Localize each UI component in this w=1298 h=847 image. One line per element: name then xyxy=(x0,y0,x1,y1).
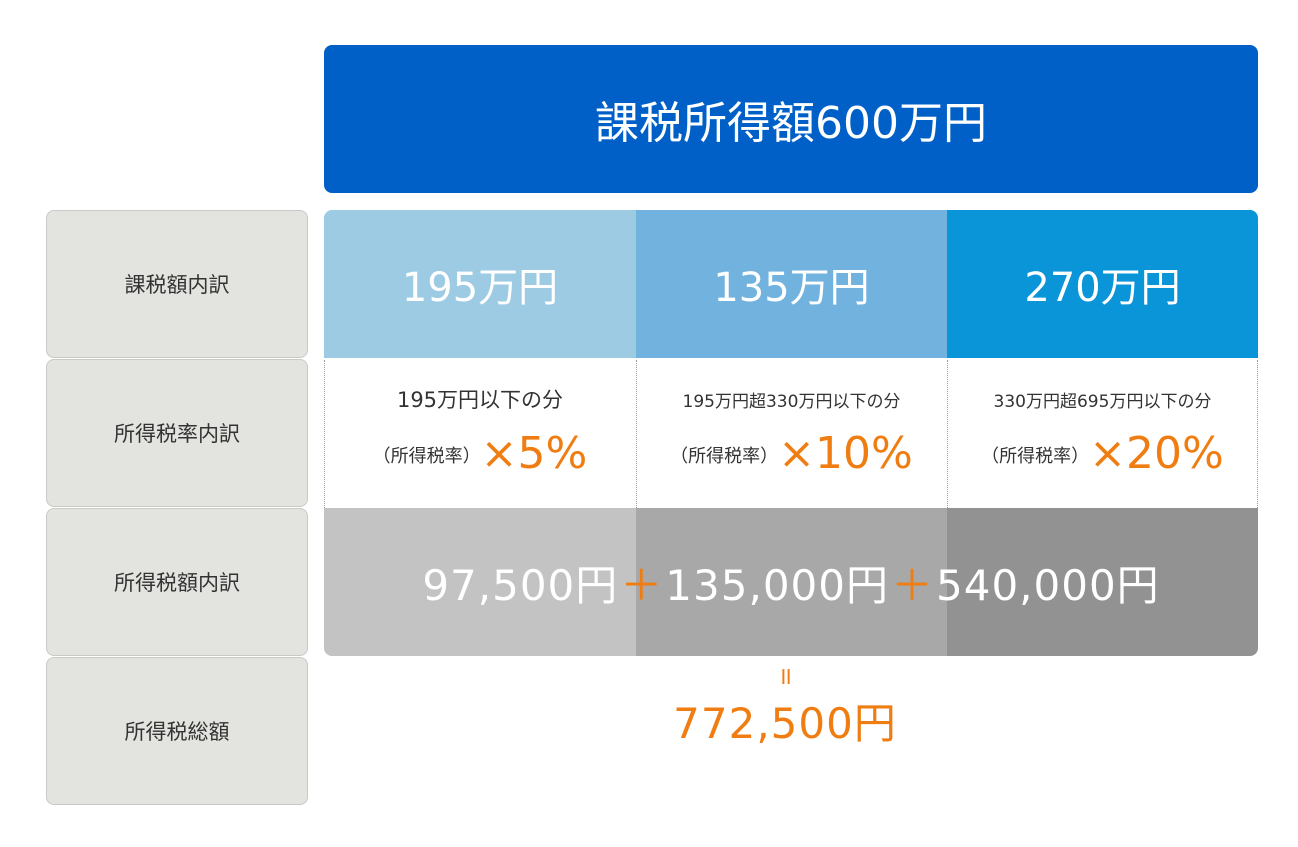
bracket-amount-2: 135万円 xyxy=(636,210,947,358)
total-tax-value: 772,500円 xyxy=(673,699,897,748)
rate-paren-2: （所得税率） xyxy=(670,446,779,467)
bracket-range-3: 330万円超695万円以下の分 xyxy=(993,392,1212,412)
rate-divider-right xyxy=(1257,360,1258,508)
rate-divider-2 xyxy=(947,360,948,508)
rate-divider-left xyxy=(324,360,325,508)
tax-cell-3 xyxy=(947,508,1258,656)
tax-amount-3: 540,000円 xyxy=(936,560,1160,610)
rate-paren-1: （所得税率） xyxy=(372,446,481,467)
equals-sign: ॥ xyxy=(777,662,793,690)
plus-sign-2: ＋ xyxy=(890,560,934,610)
rate-line-1: （所得税率）×5% xyxy=(324,428,636,479)
tax-cell-1 xyxy=(324,508,636,656)
rate-cell-1: 195万円以下の分 （所得税率）×5% xyxy=(324,360,636,508)
row-label-breakdown: 課税額内訳 xyxy=(46,210,308,358)
rate-value-1: ×5% xyxy=(480,428,588,479)
rate-paren-3: （所得税率） xyxy=(981,446,1090,467)
plus-sign-1: ＋ xyxy=(620,560,664,610)
row-label-total: 所得税総額 xyxy=(46,657,308,805)
rate-line-2: （所得税率）×10% xyxy=(636,428,947,479)
bracket-range-1: 195万円以下の分 xyxy=(396,388,564,412)
row-label-amount: 所得税額内訳 xyxy=(46,508,308,656)
tax-sum-line: 97,500円 ＋ 135,000円 ＋ 540,000円 xyxy=(324,508,1258,656)
rate-line-3: （所得税率）×20% xyxy=(947,428,1258,479)
tax-cell-2 xyxy=(636,508,947,656)
rate-value-2: ×10% xyxy=(778,428,913,479)
bracket-range-2: 195万円超330万円以下の分 xyxy=(682,392,901,412)
rate-cell-3: 330万円超695万円以下の分 （所得税率）×20% xyxy=(947,360,1258,508)
tax-amount-1: 97,500円 xyxy=(422,560,619,610)
rate-value-3: ×20% xyxy=(1089,428,1224,479)
taxable-income-header: 課税所得額600万円 xyxy=(324,45,1258,193)
tax-amount-2: 135,000円 xyxy=(665,560,889,610)
rate-cell-2: 195万円超330万円以下の分 （所得税率）×10% xyxy=(636,360,947,508)
bracket-amount-3: 270万円 xyxy=(947,210,1258,358)
row-label-rate: 所得税率内訳 xyxy=(46,359,308,507)
bracket-amount-1: 195万円 xyxy=(324,210,636,358)
rate-divider-1 xyxy=(636,360,637,508)
